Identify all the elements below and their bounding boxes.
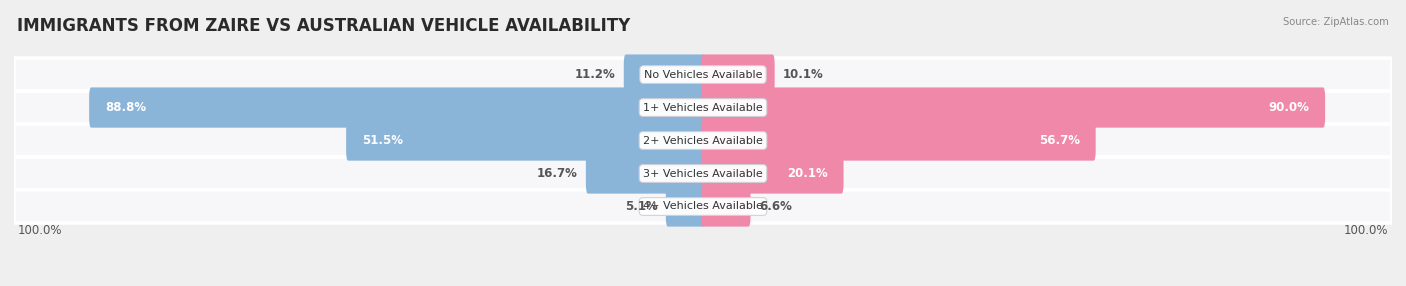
Text: 6.6%: 6.6% — [759, 200, 792, 213]
FancyBboxPatch shape — [624, 54, 704, 95]
Text: 88.8%: 88.8% — [105, 101, 146, 114]
Text: 3+ Vehicles Available: 3+ Vehicles Available — [643, 168, 763, 178]
FancyBboxPatch shape — [346, 120, 704, 161]
FancyBboxPatch shape — [666, 186, 704, 227]
Text: 1+ Vehicles Available: 1+ Vehicles Available — [643, 103, 763, 113]
Text: 11.2%: 11.2% — [575, 68, 616, 81]
FancyBboxPatch shape — [702, 153, 844, 194]
Text: 20.1%: 20.1% — [787, 167, 828, 180]
FancyBboxPatch shape — [586, 153, 704, 194]
Text: 16.7%: 16.7% — [537, 167, 578, 180]
FancyBboxPatch shape — [14, 157, 1392, 190]
FancyBboxPatch shape — [702, 88, 1324, 128]
FancyBboxPatch shape — [702, 120, 1095, 161]
Text: IMMIGRANTS FROM ZAIRE VS AUSTRALIAN VEHICLE AVAILABILITY: IMMIGRANTS FROM ZAIRE VS AUSTRALIAN VEHI… — [17, 17, 630, 35]
Text: 5.1%: 5.1% — [624, 200, 658, 213]
FancyBboxPatch shape — [89, 88, 704, 128]
FancyBboxPatch shape — [702, 186, 751, 227]
Text: 51.5%: 51.5% — [361, 134, 404, 147]
Text: No Vehicles Available: No Vehicles Available — [644, 69, 762, 80]
Text: 10.1%: 10.1% — [783, 68, 824, 81]
FancyBboxPatch shape — [14, 190, 1392, 223]
FancyBboxPatch shape — [702, 54, 775, 95]
FancyBboxPatch shape — [14, 58, 1392, 91]
FancyBboxPatch shape — [14, 91, 1392, 124]
Text: 56.7%: 56.7% — [1039, 134, 1080, 147]
Text: 2+ Vehicles Available: 2+ Vehicles Available — [643, 136, 763, 146]
Text: 90.0%: 90.0% — [1268, 101, 1309, 114]
Text: 100.0%: 100.0% — [17, 224, 62, 237]
Text: 4+ Vehicles Available: 4+ Vehicles Available — [643, 201, 763, 211]
Text: Source: ZipAtlas.com: Source: ZipAtlas.com — [1284, 17, 1389, 27]
FancyBboxPatch shape — [14, 124, 1392, 157]
Text: 100.0%: 100.0% — [1344, 224, 1389, 237]
